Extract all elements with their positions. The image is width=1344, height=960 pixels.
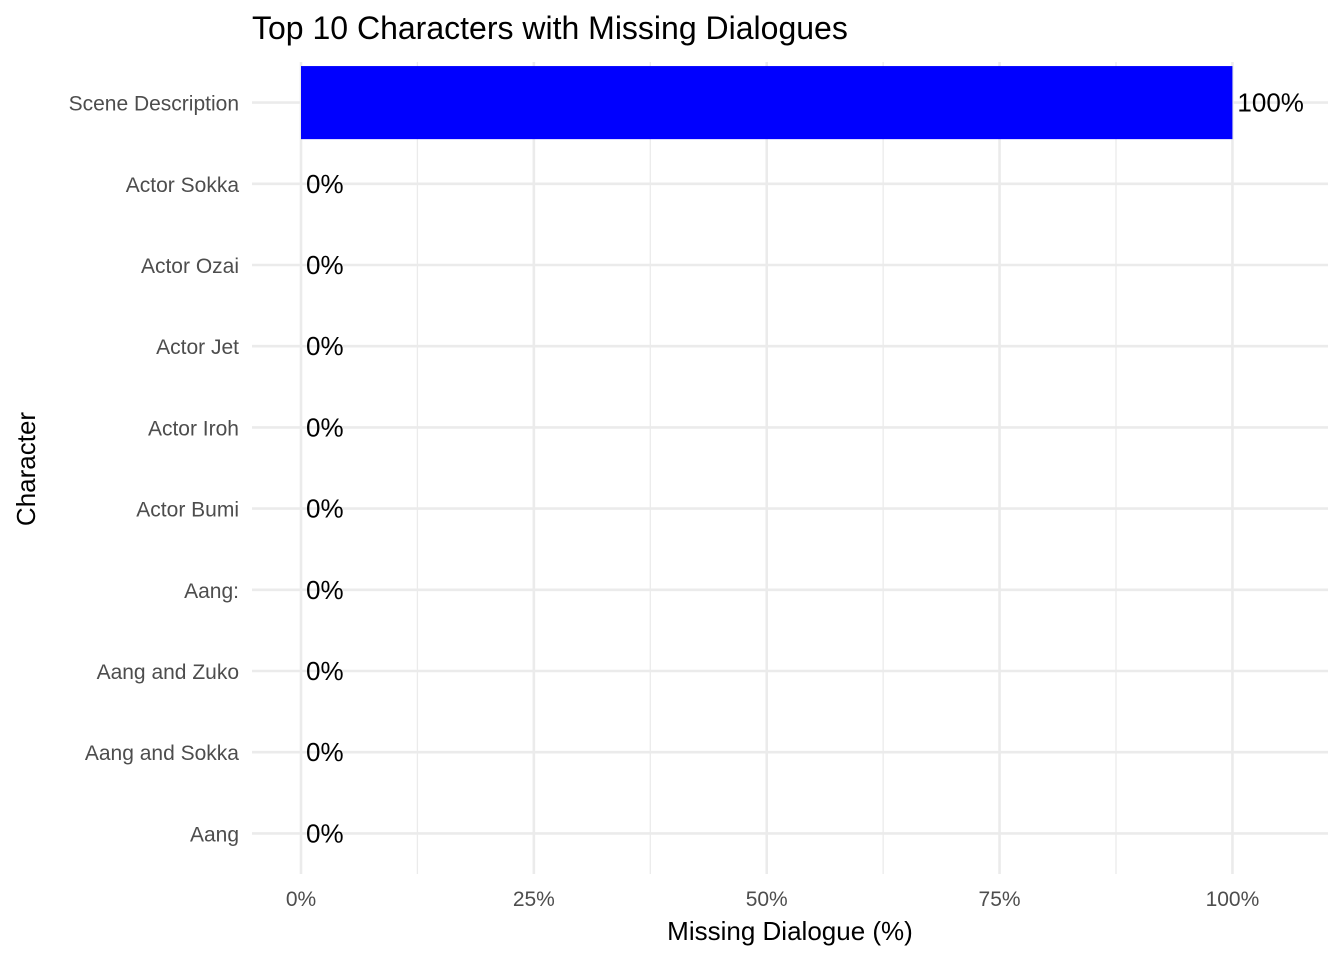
y-tick-label: Actor Iroh (148, 417, 239, 440)
y-axis-tick-labels: Scene Description Actor Sokka Actor Ozai Ac… (69, 93, 240, 847)
data-label: 0% (306, 250, 344, 280)
y-tick-label: Scene Description (69, 93, 239, 116)
y-tick-label: Aang and Sokka (85, 742, 239, 765)
data-label: 0% (306, 331, 344, 361)
x-tick-label: 25% (513, 888, 555, 911)
y-tick-label: Actor Bumi (136, 499, 239, 522)
gridlines (252, 62, 1328, 874)
y-tick-label: Aang: (184, 580, 239, 603)
x-axis-title: Missing Dialogue (%) (667, 916, 913, 946)
data-label: 0% (306, 737, 344, 767)
data-label: 0% (306, 818, 344, 848)
data-label: 0% (306, 412, 344, 442)
y-tick-label: Actor Sokka (126, 174, 240, 197)
data-label: 0% (306, 575, 344, 605)
y-axis-title: Character (11, 412, 41, 526)
bar (300, 66, 1233, 140)
x-tick-label: 100% (1206, 888, 1260, 911)
data-labels: 100% 0% 0% 0% 0% 0% 0% 0% 0% 0% (306, 88, 1304, 849)
data-label: 0% (306, 656, 344, 686)
y-tick-label: Aang (190, 823, 239, 846)
chart-title: Top 10 Characters with Missing Dialogues (252, 10, 848, 46)
x-tick-label: 75% (979, 888, 1021, 911)
y-tick-label: Actor Jet (156, 336, 239, 359)
data-label: 0% (306, 169, 344, 199)
y-tick-label: Aang and Zuko (97, 661, 239, 684)
data-label: 0% (306, 494, 344, 524)
x-tick-label: 50% (746, 888, 788, 911)
y-tick-label: Actor Ozai (141, 255, 239, 278)
data-label: 100% (1237, 88, 1304, 118)
bars (300, 66, 1233, 140)
x-tick-label: 0% (286, 888, 316, 911)
x-axis-tick-labels: 0% 25% 50% 75% 100% (286, 888, 1259, 911)
